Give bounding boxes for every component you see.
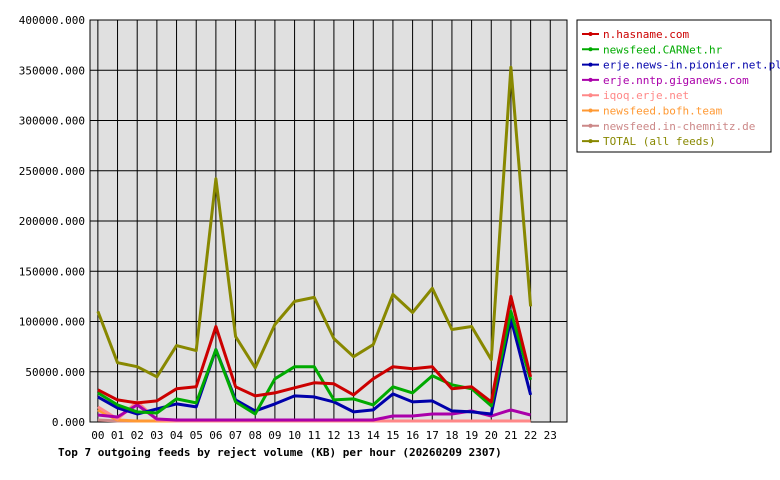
x-tick-label: 07: [229, 429, 242, 442]
legend-entry-label: n.hasname.com: [603, 28, 689, 41]
legend-marker: [588, 47, 593, 52]
x-axis-ticks: 00 01 02 03 04 05 06 07 08 09 10 11 12 13 14 15 16 17 18 19…: [91, 429, 557, 442]
x-tick-label: 09: [268, 429, 281, 442]
legend-marker: [588, 123, 593, 128]
x-tick-label: 20: [485, 429, 498, 442]
x-tick-label: 02: [131, 429, 144, 442]
x-tick-label: 16: [406, 429, 419, 442]
x-tick-label: 03: [150, 429, 163, 442]
y-tick-label: 100000.000: [19, 316, 85, 329]
legend-marker: [588, 139, 593, 144]
series-line: [97, 317, 533, 416]
x-tick-label: 08: [249, 429, 262, 442]
legend-entry-label: TOTAL (all feeds): [603, 135, 716, 148]
x-tick-label: 13: [347, 429, 360, 442]
legend-entry-label: erje.nntp.giganews.com: [603, 74, 749, 87]
x-tick-label: 23: [544, 429, 557, 442]
series-line: [97, 403, 531, 422]
x-tick-label: 12: [327, 429, 340, 442]
legend-marker: [588, 62, 593, 67]
x-tick-label: 11: [308, 429, 321, 442]
legend-entry-label: erje.news-in.pionier.net.pl: [603, 59, 780, 72]
legend-marker: [588, 32, 593, 36]
legend-entry-label: iqoq.erje.net: [603, 89, 689, 102]
y-tick-label: 0.000: [52, 416, 85, 429]
x-tick-label: 18: [445, 429, 458, 442]
series-line: [97, 309, 533, 416]
x-tick-label: 00: [91, 429, 104, 442]
legend-entry-label: newsfeed.CARNet.hr: [603, 43, 723, 56]
x-tick-label: 21: [504, 429, 517, 442]
series-line: [96, 65, 533, 379]
y-tick-label: 300000.000: [19, 115, 85, 128]
series-lines: [96, 65, 533, 423]
series-line: [97, 294, 533, 405]
legend-entry-label: newsfeed.bofh.team: [603, 105, 723, 118]
y-tick-label: 200000.000: [19, 215, 85, 228]
grid-lines: [90, 19, 567, 423]
x-tick-label: 05: [190, 429, 203, 442]
y-tick-label: 50000.000: [25, 366, 85, 379]
legend-marker: [588, 108, 593, 113]
x-tick-label: 22: [524, 429, 537, 442]
x-tick-label: 19: [465, 429, 478, 442]
x-tick-label: 10: [288, 429, 301, 442]
x-tick-label: 01: [111, 429, 124, 442]
legend: n.hasname.com newsfeed.CARNet.hr erje.news…: [576, 19, 780, 153]
x-tick-label: 06: [209, 429, 222, 442]
legend-marker: [588, 77, 593, 82]
x-tick-label: 17: [426, 429, 439, 442]
legend-marker: [588, 93, 593, 98]
x-tick-label: 04: [170, 429, 184, 442]
legend-entry-label: newsfeed.in-chemnitz.de: [603, 120, 755, 133]
legend-box: [576, 19, 772, 153]
y-tick-label: 350000.000: [19, 64, 85, 77]
x-tick-label: 15: [386, 429, 399, 442]
y-tick-label: 150000.000: [19, 265, 85, 278]
x-tick-label: 14: [367, 429, 381, 442]
chart-title: Top 7 outgoing feeds by reject volume (K…: [58, 446, 502, 459]
y-axis-ticks: 0.000 50000.000 100000.000 150000.000 200000…: [19, 14, 85, 429]
y-tick-label: 400000.000: [19, 14, 85, 27]
y-tick-label: 250000.000: [19, 165, 85, 178]
